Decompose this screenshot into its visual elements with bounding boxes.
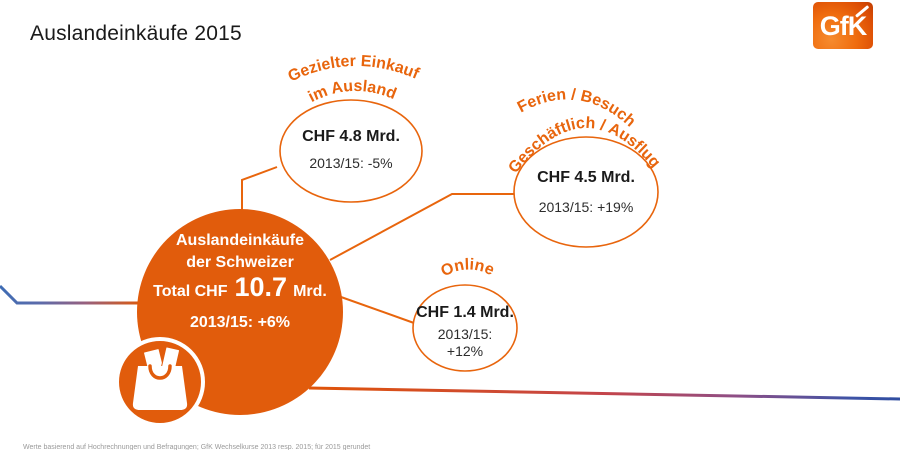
connector-abroad: [241, 166, 278, 210]
bubble-abroad-value: CHF 4.8 Mrd.: [302, 128, 400, 145]
gfk-logo-text: GfK: [819, 10, 867, 41]
bubble-travel: [513, 136, 659, 248]
bubble-online-change-line2: +12%: [447, 343, 483, 359]
bubble-travel-value: CHF 4.5 Mrd.: [537, 169, 635, 186]
connector-online: [340, 296, 415, 324]
bubble-online-label: Online: [438, 256, 496, 280]
main-bubble-total-unit: Mrd.: [293, 283, 327, 300]
shopping-bag-icon: [132, 346, 188, 410]
bubble-travel-change: 2013/15: +19%: [539, 199, 634, 215]
gfk-logo: GfK: [813, 2, 873, 49]
bubble-abroad: [279, 99, 423, 203]
main-bubble-total-prefix: Total CHF: [153, 283, 228, 300]
left-gradient-line: [0, 284, 138, 305]
bag-body: [132, 366, 188, 410]
bubble-abroad-change: 2013/15: -5%: [309, 155, 392, 171]
main-bubble-total-value: 10.7: [235, 272, 288, 302]
footnote: Werte basierend auf Hochrechnungen und B…: [23, 444, 371, 450]
main-bubble-title-line2: der Schweizer: [186, 254, 294, 271]
bubble-online-value: CHF 1.4 Mrd.: [416, 304, 514, 321]
connector-travel: [329, 193, 514, 261]
main-bubble-title-line1: Auslandeinkäufe: [176, 232, 304, 249]
bubble-online: [412, 284, 518, 372]
bottom-gradient-line: [308, 386, 900, 401]
shopping-bag-badge: [115, 337, 205, 427]
bubble-online-change-line1: 2013/15:: [438, 326, 493, 342]
bag-handle: [148, 364, 172, 380]
page-title: Auslandeinkäufe 2015: [30, 22, 242, 45]
main-bubble-total: Total CHF 10.7 Mrd.: [153, 272, 327, 302]
main-bubble-change: 2013/15: +6%: [190, 314, 290, 331]
